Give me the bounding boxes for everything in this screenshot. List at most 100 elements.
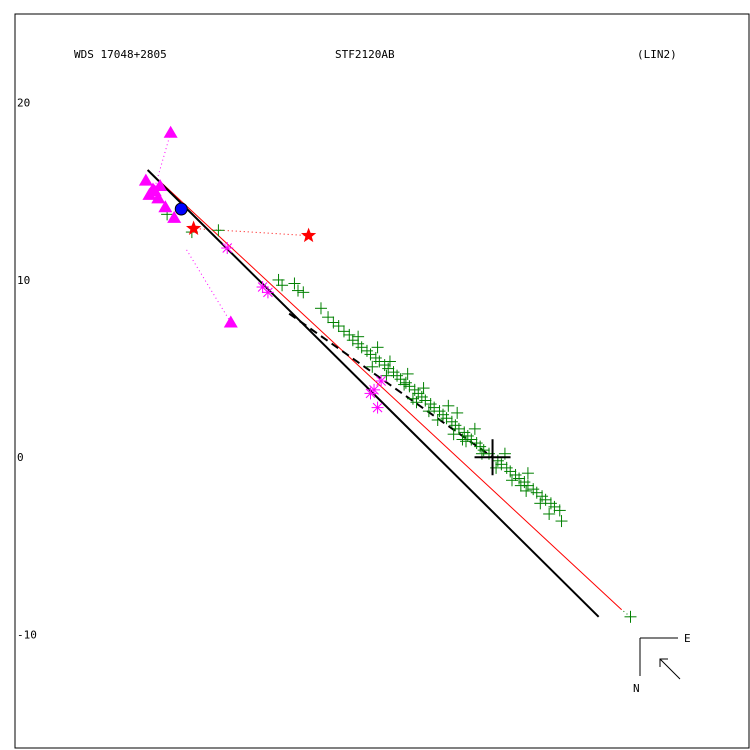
observation-plus-mark (431, 414, 444, 427)
ephemeris-line (147, 169, 622, 611)
triangle-mark (138, 173, 153, 186)
observation-plus-mark (447, 428, 460, 441)
observation-plus-mark (332, 320, 345, 333)
observation-plus-mark (417, 382, 430, 395)
observation-plus-mark (445, 415, 458, 428)
observation-plus-mark (509, 468, 522, 481)
triangle-mark (167, 210, 182, 223)
observation-plus-mark (452, 422, 465, 435)
motion-arrow-head (659, 658, 668, 667)
observation-plus-mark (495, 458, 508, 471)
observation-plus-mark (412, 387, 425, 400)
observation-plus-mark (272, 273, 285, 286)
observation-plus-mark (527, 483, 540, 496)
observation-plus-mark (401, 367, 414, 380)
observation-plus-mark (504, 465, 517, 478)
observation-plus-mark (422, 405, 435, 418)
observation-plus-mark (470, 437, 483, 450)
asterisk-mark (371, 401, 384, 414)
asterisk-mark (375, 375, 388, 387)
residual-segment (186, 249, 232, 323)
observation-plus-mark (536, 490, 549, 503)
y-tick-label: 0 (17, 451, 24, 464)
observation-plus-mark (410, 396, 423, 409)
observation-plus-mark (371, 341, 384, 354)
observation-plus-mark (373, 355, 386, 368)
fit-lines (146, 169, 622, 618)
triangle-mark (223, 315, 238, 328)
plot-frame (14, 13, 750, 749)
observation-plus-mark (449, 419, 462, 432)
observation-plus-mark (337, 325, 350, 338)
observation-plus-mark (428, 401, 441, 414)
star-mark (301, 227, 317, 243)
observation-plus-mark (276, 279, 289, 292)
observation-plus-mark (366, 360, 379, 373)
primary-star-marker (474, 439, 511, 476)
observation-plus-mark (291, 284, 304, 297)
observation-plus-mark (468, 422, 481, 435)
observation-plus-mark (460, 435, 473, 448)
observation-plus-mark (539, 493, 552, 506)
observation-plus-mark (288, 277, 301, 290)
observation-plus-mark (398, 378, 411, 391)
observation-plus-mark (322, 311, 335, 324)
orbit-code-label: (LIN2) (637, 48, 677, 61)
y-tick-label: 20 (17, 97, 30, 110)
pair-name-label: STF2120AB (335, 48, 395, 61)
observation-plus-mark (458, 426, 471, 439)
observation-plus-mark (346, 334, 359, 347)
observation-plus-mark (520, 484, 533, 497)
observation-plus-mark (500, 461, 513, 474)
residual-segments (154, 132, 631, 618)
observation-plus-mark (352, 330, 365, 343)
observation-plus-mark (343, 328, 356, 341)
triangle-mark (151, 191, 166, 204)
observation-plus-mark (461, 429, 474, 442)
observation-plus-mark (505, 474, 518, 487)
triangle-mark (163, 125, 178, 138)
y-tick-label: -10 (17, 629, 37, 642)
observation-plus-mark (419, 394, 432, 407)
observation-plus-mark (327, 316, 340, 329)
observation-plus-mark (387, 366, 400, 379)
observation-plus-mark (424, 398, 437, 411)
observation-plus-mark (433, 405, 446, 418)
observation-plus-mark (408, 383, 421, 396)
observation-plus-mark (399, 376, 412, 389)
observation-plus-mark (378, 359, 391, 372)
observation-plus-mark (391, 369, 404, 382)
observation-plus-mark (553, 504, 566, 517)
observation-plus-mark (521, 467, 534, 480)
motion-direction-arrow (659, 658, 681, 680)
observation-plus-mark (518, 476, 531, 489)
asterisk-mark (221, 242, 234, 255)
triangle-mark (147, 184, 162, 197)
observation-plus-mark (530, 486, 543, 499)
residual-segment (621, 609, 631, 618)
observation-plus-mark (212, 224, 225, 237)
circle-mark (174, 202, 188, 216)
observation-plus-mark (544, 497, 557, 510)
observation-plus-mark (513, 472, 526, 485)
residual-segment (154, 132, 172, 188)
observation-plus-mark (369, 351, 382, 364)
observation-plus-mark (442, 399, 455, 412)
asterisk-mark (364, 387, 377, 400)
y-tick-label: 10 (17, 274, 30, 287)
observation-plus-mark (624, 610, 637, 623)
star-mark (186, 220, 202, 235)
observation-marks (138, 125, 637, 623)
observation-plus-mark (477, 444, 490, 457)
observation-plus-mark (355, 341, 368, 354)
observation-plus-mark (297, 286, 310, 299)
compass-east-label: E (684, 632, 691, 645)
observation-plus-mark (555, 515, 568, 528)
projection-dashed-line (288, 312, 494, 459)
asterisk-mark (261, 286, 274, 299)
observation-plus-mark (364, 348, 377, 361)
observation-plus-mark (456, 433, 469, 446)
observation-plus-mark (451, 406, 464, 419)
observation-plus-mark (415, 390, 428, 403)
